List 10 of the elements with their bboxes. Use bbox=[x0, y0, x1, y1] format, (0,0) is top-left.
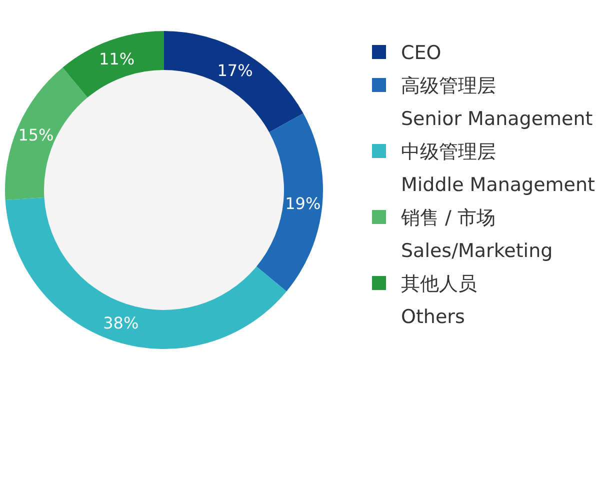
data-label: 19% bbox=[285, 194, 321, 214]
legend-label: CEO bbox=[401, 42, 442, 64]
data-label: 17% bbox=[217, 60, 253, 80]
legend-label: 高级管理层 Senior Management bbox=[401, 75, 593, 130]
data-label: 38% bbox=[103, 314, 139, 333]
legend-label: 其他人员 Others bbox=[401, 273, 477, 328]
legend-label: 销售 / 市场 Sales/Marketing bbox=[400, 207, 553, 262]
data-label: 15% bbox=[18, 126, 54, 145]
data-label: 11% bbox=[98, 50, 135, 69]
legend-label: 中级管理层 Middle Management bbox=[401, 141, 595, 196]
